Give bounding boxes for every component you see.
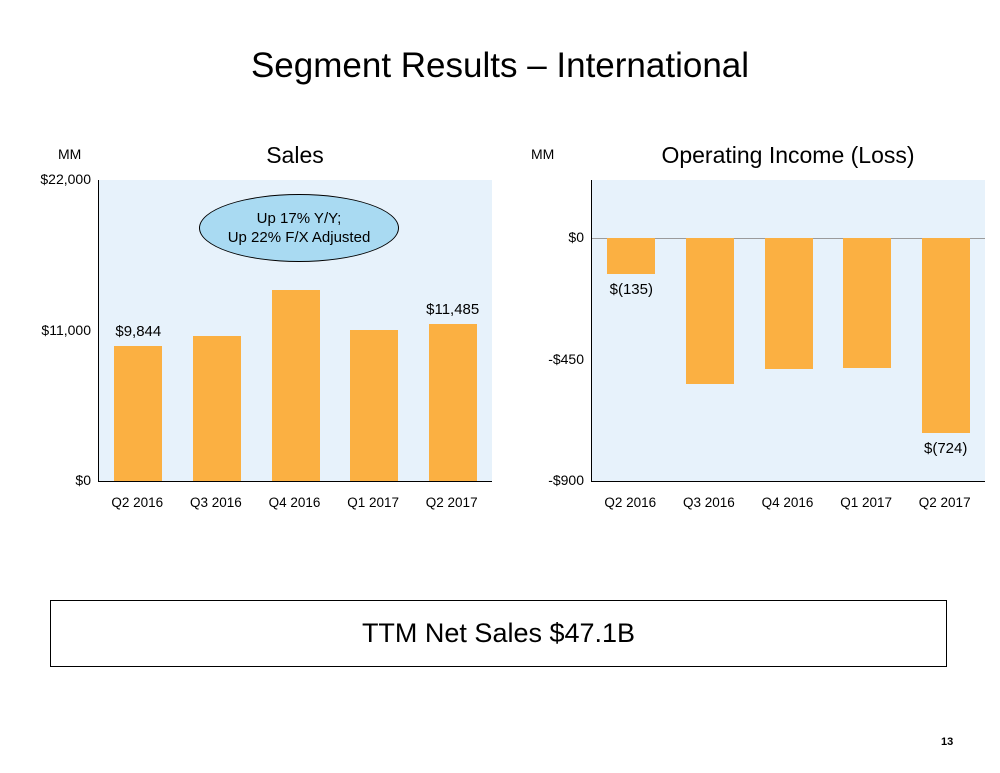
sales-chart: MM Sales Up 17% Y/Y; Up 22% F/X Adjusted…: [40, 140, 510, 550]
x-axis-category-label: Q1 2017: [347, 495, 399, 510]
x-axis-category-label: Q4 2016: [761, 495, 814, 510]
y-axis-tick-labels: $0 -$450 -$900: [533, 180, 584, 488]
x-axis-category-label: Q4 2016: [268, 495, 321, 510]
bar-value-label: $9,844: [115, 323, 162, 341]
callout-text-line: Up 22% F/X Adjusted: [227, 229, 371, 246]
operating-income-chart: MM Operating Income (Loss) $(135) $(724) …: [531, 140, 1000, 550]
bar-value-label: $11,485: [426, 300, 480, 318]
ttm-net-sales-box: TTM Net Sales $47.1B: [50, 600, 947, 667]
chart-title: Operating Income (Loss): [661, 142, 915, 168]
unit-label: MM: [58, 146, 82, 162]
plot-area: $(135) $(724): [591, 180, 985, 482]
x-axis-category-label: Q2 2017: [425, 495, 478, 510]
callout-ellipse: Up 17% Y/Y; Up 22% F/X Adjusted: [199, 194, 399, 262]
y-axis-tick-label: -$450: [548, 350, 584, 367]
page-number: 13: [941, 736, 954, 748]
bar-q1-2017: [350, 329, 399, 481]
bar-q2-2016: [607, 238, 656, 275]
x-axis-category-label: Q1 2017: [840, 495, 892, 510]
callout-text-line: Up 17% Y/Y;: [256, 209, 342, 227]
x-axis-category-label: Q2 2016: [111, 495, 164, 510]
bar-q4-2016: [764, 238, 813, 369]
bar-q2-2017: [921, 238, 970, 434]
x-axis-category-label: Q3 2016: [682, 495, 735, 510]
y-axis-tick-label: $0: [568, 229, 584, 246]
bar-q2-2016: [114, 346, 163, 481]
y-axis-tick-label: $11,000: [41, 321, 91, 338]
y-axis-tick-label: $0: [75, 472, 91, 488]
bar-q3-2016: [685, 238, 734, 384]
y-axis-tick-label: -$900: [548, 472, 584, 488]
bar-value-label: $(135): [609, 281, 653, 299]
x-axis-category-label: Q2 2016: [604, 495, 657, 510]
bar-q3-2016: [192, 335, 241, 481]
x-axis-category-labels: Q2 2016 Q3 2016 Q4 2016 Q1 2017 Q2 2017: [591, 495, 985, 515]
y-axis-tick-label: $22,000: [40, 171, 91, 187]
unit-label: MM: [531, 146, 555, 162]
bar-value-label: $(724): [924, 440, 968, 458]
slide-title: Segment Results – International: [250, 46, 750, 85]
bar-q4-2016: [271, 290, 320, 481]
x-axis-category-label: Q3 2016: [189, 495, 242, 510]
chart-title: Sales: [266, 142, 324, 168]
bar-q2-2017: [428, 323, 477, 481]
y-axis-tick-labels: $22,000 $11,000 $0: [40, 171, 91, 488]
bar-q1-2017: [843, 238, 892, 368]
ttm-net-sales-text: TTM Net Sales $47.1B: [361, 618, 636, 648]
x-axis-category-labels: Q2 2016 Q3 2016 Q4 2016 Q1 2017 Q2 2017: [98, 495, 492, 515]
x-axis-category-label: Q2 2017: [918, 495, 971, 510]
plot-area: Up 17% Y/Y; Up 22% F/X Adjusted $9,844 $1…: [98, 180, 492, 482]
